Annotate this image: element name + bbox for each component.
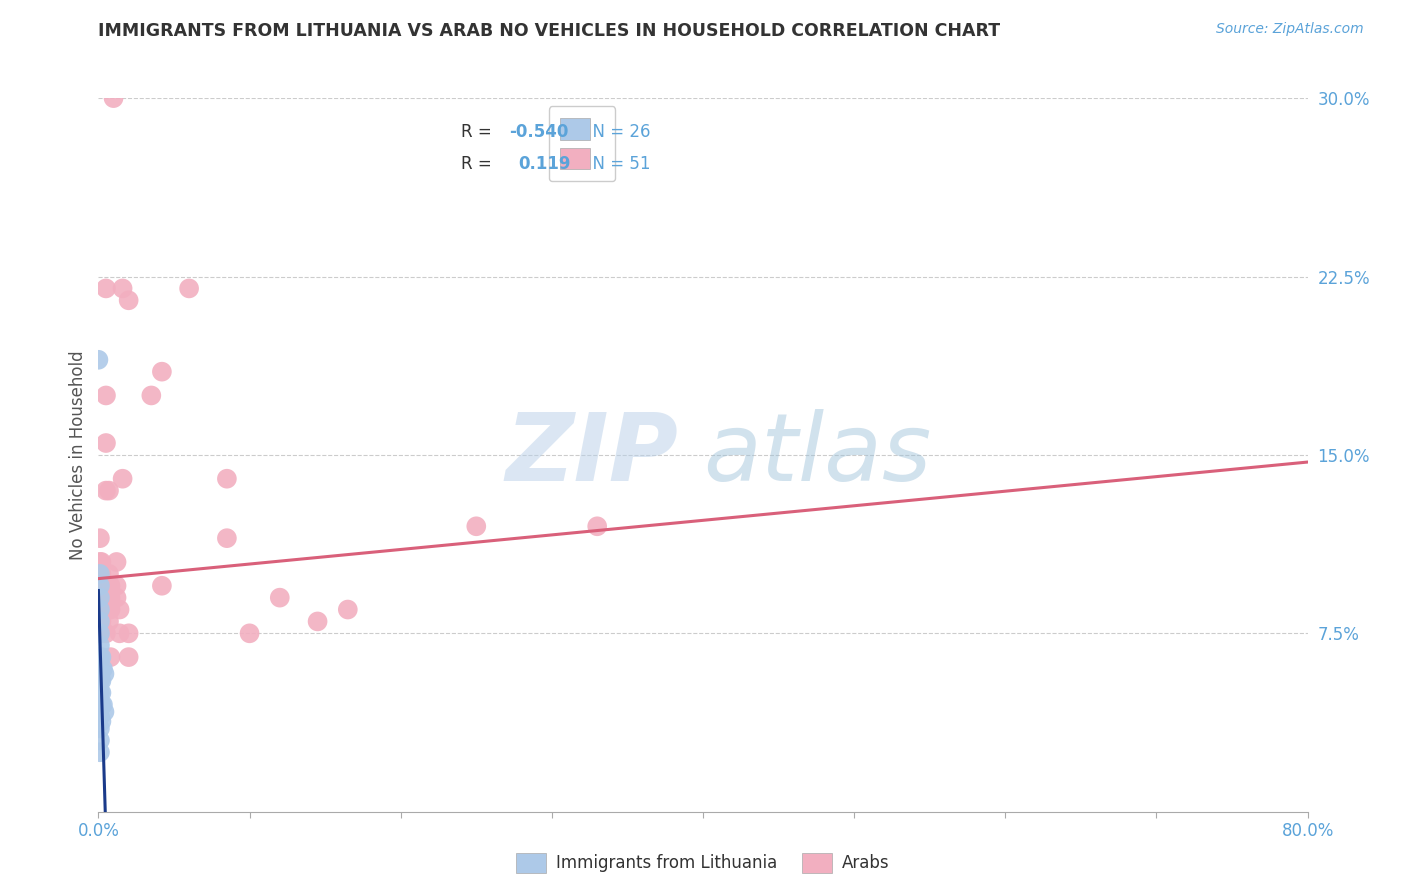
Point [93, 666, 115, 681]
Point [90, 714, 112, 729]
Point [89, 733, 111, 747]
Point [94, 591, 117, 605]
Point [215, 531, 238, 545]
Point [89, 615, 111, 629]
Point [108, 602, 131, 616]
Point [90, 615, 112, 629]
Point [105, 591, 128, 605]
Text: Source: ZipAtlas.com: Source: ZipAtlas.com [1216, 22, 1364, 37]
Y-axis label: No Vehicles in Household: No Vehicles in Household [69, 350, 87, 560]
Text: 0.119: 0.119 [517, 155, 571, 173]
Point [98, 566, 121, 581]
Point [93, 705, 115, 719]
Point [105, 579, 128, 593]
Point [89, 579, 111, 593]
Point [89, 591, 111, 605]
Point [89, 673, 111, 688]
Point [90, 602, 112, 616]
Point [89, 698, 111, 712]
Point [89, 531, 111, 545]
Text: ZIP: ZIP [506, 409, 679, 501]
Point [98, 602, 121, 616]
Text: R =: R = [461, 155, 502, 173]
Point [89, 638, 111, 652]
Point [586, 519, 609, 533]
Text: R =: R = [461, 123, 498, 141]
Point [89, 662, 111, 676]
Point [179, 281, 201, 295]
Point [90, 686, 112, 700]
Point [90, 586, 112, 600]
Point [89, 686, 111, 700]
Point [89, 591, 111, 605]
Text: IMMIGRANTS FROM LITHUANIA VS ARAB NO VEHICLES IN HOUSEHOLD CORRELATION CHART: IMMIGRANTS FROM LITHUANIA VS ARAB NO VEH… [98, 22, 1001, 40]
Legend: Immigrants from Lithuania, Arabs: Immigrants from Lithuania, Arabs [509, 847, 897, 880]
Point [100, 650, 122, 665]
Legend: , : , [548, 106, 616, 181]
Point [89, 626, 111, 640]
Point [89, 602, 111, 616]
Point [90, 698, 112, 712]
Point [94, 436, 117, 450]
Point [336, 602, 359, 616]
Point [90, 555, 112, 569]
Point [90, 673, 112, 688]
Point [100, 591, 122, 605]
Point [269, 591, 291, 605]
Point [94, 483, 117, 498]
Point [94, 388, 117, 402]
Point [94, 626, 117, 640]
Point [141, 388, 163, 402]
Point [90, 650, 112, 665]
Point [89, 555, 111, 569]
Point [89, 650, 111, 665]
Point [89, 615, 111, 629]
Point [94, 602, 117, 616]
Point [98, 483, 121, 498]
Point [111, 281, 134, 295]
Point [91, 698, 114, 712]
Point [150, 365, 173, 379]
Point [118, 650, 141, 665]
Text: N = 51: N = 51 [582, 155, 651, 173]
Point [90, 566, 112, 581]
Text: N = 26: N = 26 [582, 123, 651, 141]
Point [105, 555, 128, 569]
Point [239, 626, 262, 640]
Point [108, 626, 131, 640]
Point [98, 615, 121, 629]
Point [150, 579, 173, 593]
Point [94, 281, 117, 295]
Point [89, 745, 111, 759]
Point [89, 722, 111, 736]
Point [118, 626, 141, 640]
Point [91, 662, 114, 676]
Point [89, 602, 111, 616]
Text: -0.540: -0.540 [509, 123, 569, 141]
Point [89, 709, 111, 723]
Point [89, 566, 111, 581]
Point [118, 293, 141, 308]
Point [100, 579, 122, 593]
Text: atlas: atlas [703, 409, 931, 500]
Point [89, 579, 111, 593]
Point [103, 91, 125, 105]
Point [307, 615, 329, 629]
Point [100, 602, 122, 616]
Point [111, 472, 134, 486]
Point [89, 626, 111, 640]
Point [215, 472, 238, 486]
Point [87, 352, 110, 367]
Point [89, 566, 111, 581]
Point [465, 519, 488, 533]
